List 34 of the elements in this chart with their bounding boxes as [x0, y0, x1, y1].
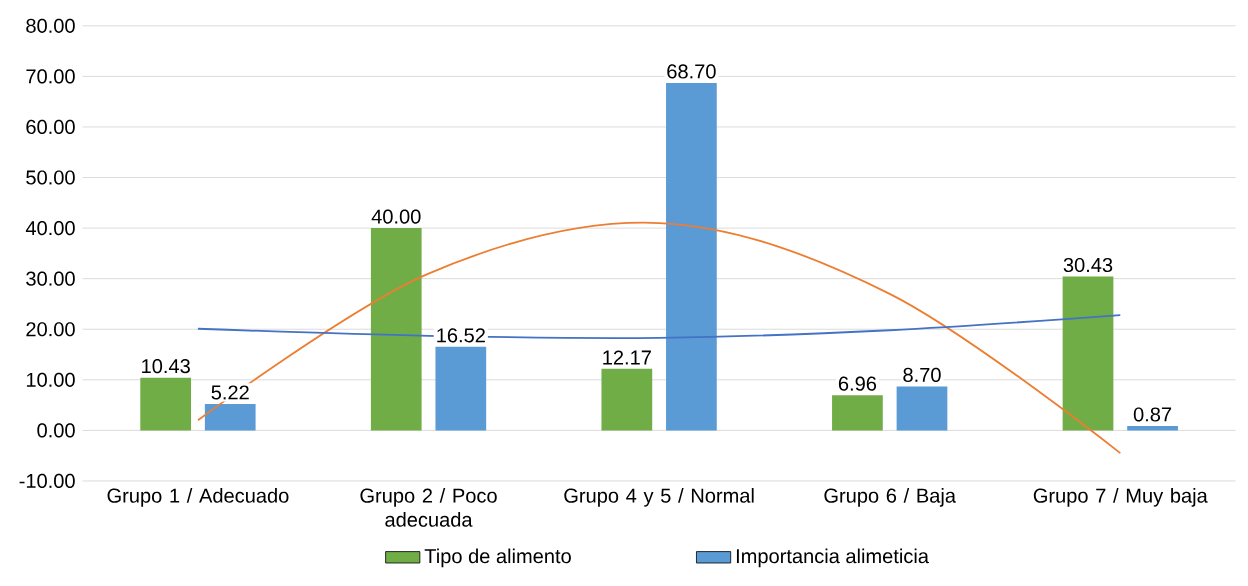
legend-label: Importancia alimeticia [736, 548, 929, 568]
bar [1062, 276, 1114, 431]
y-tick-label: 10.00 [26, 372, 75, 387]
bar [435, 346, 487, 431]
data-label: 6.96 [838, 376, 877, 391]
y-tick-label: 80.00 [26, 18, 75, 33]
bar [832, 395, 883, 431]
data-label: 16.52 [437, 328, 485, 343]
data-label: 0.87 [1133, 407, 1172, 422]
y-tick-label: 60.00 [26, 119, 75, 134]
bar [666, 82, 717, 431]
y-tick-label: 30.00 [26, 271, 75, 286]
data-label: 30.43 [1063, 257, 1113, 273]
data-label: 8.70 [903, 367, 941, 382]
y-tick-label: 20.00 [26, 322, 75, 337]
x-tick-label: Grupo 4 y 5 / Normal [564, 487, 754, 507]
y-tick-label: 0.00 [37, 423, 75, 438]
y-tick-label: 40.00 [25, 220, 75, 236]
data-label: 12.17 [603, 350, 651, 365]
data-label: 40.00 [371, 209, 421, 224]
y-tick-label: 70.00 [26, 69, 75, 84]
data-label: 10.43 [142, 358, 190, 374]
bar [1127, 425, 1178, 431]
data-label: 5.22 [211, 385, 249, 400]
x-tick-label: Grupo 2 / Poco adecuada [360, 487, 497, 527]
legend-label: Tipo de alimento [424, 548, 571, 568]
y-tick-label: 50.00 [26, 170, 75, 185]
x-tick-label: Grupo 6 / Baja [824, 487, 956, 507]
bar [896, 386, 948, 431]
y-tick-label: -10.00 [19, 473, 75, 488]
data-label: 68.70 [667, 64, 716, 79]
x-tick-label: Grupo 7 / Muy baja [1033, 487, 1208, 507]
bar [370, 228, 422, 431]
x-tick-label: Grupo 1 / Adecuado [107, 487, 289, 507]
